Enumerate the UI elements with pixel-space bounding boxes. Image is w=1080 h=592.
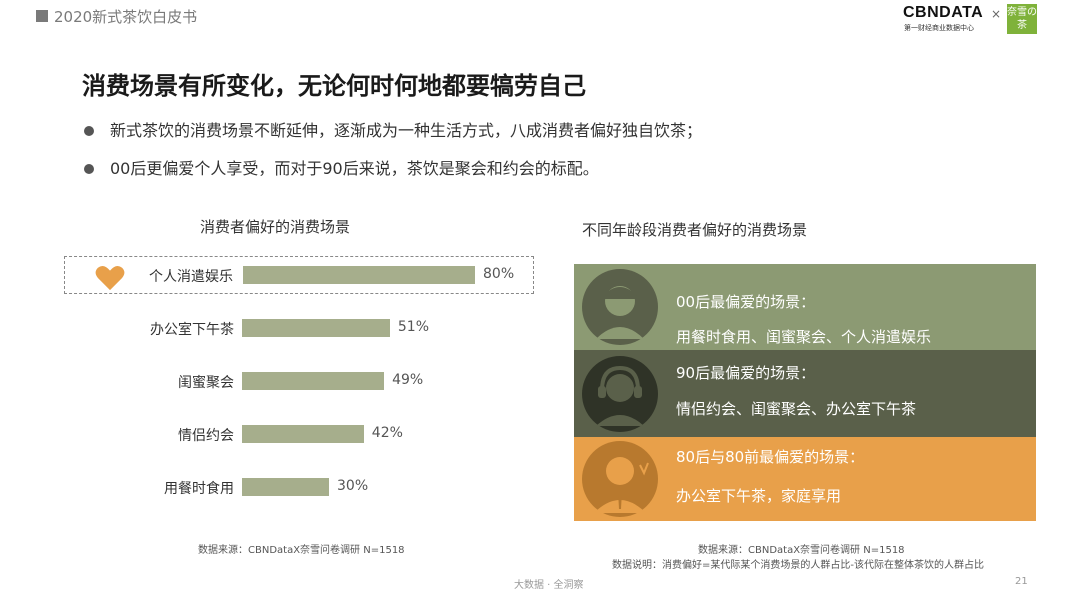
report-title: 2020新式茶饮白皮书 [54, 8, 198, 26]
cbndata-logo: CBNDATA 第一财经商业数据中心 × 奈雪の茶 [903, 4, 1043, 36]
page-number: 21 [1015, 576, 1028, 587]
bar-row: 情侣约会 42% [64, 416, 534, 454]
bar-value-label: 80% [483, 266, 515, 282]
bullet-dot-icon [84, 164, 94, 174]
left-chart-title: 消费者偏好的消费场景 [200, 218, 351, 236]
bullet-list: 新式茶饮的消费场景不断延伸，逐渐成为一种生活方式，八成消费者偏好独自饮茶； 00… [84, 120, 702, 196]
panel-body: 情侣约会、闺蜜聚会、办公室下午茶 [676, 400, 917, 418]
panel-gen-90: 90后最偏爱的场景： 情侣约会、闺蜜聚会、办公室下午茶 [574, 350, 1036, 437]
left-chart-source: 数据来源：CBNDataX奈雪问卷调研 N=1518 [198, 545, 405, 556]
bar-category-label: 个人消遣娱乐 [149, 269, 233, 285]
bar-value-label: 49% [392, 372, 424, 388]
partner-logo: 奈雪の茶 [1007, 4, 1037, 34]
bar-row: 个人消遣娱乐 80% [64, 256, 534, 294]
person-with-headphones-icon [582, 356, 658, 432]
footer-slogan: 大数据 · 全洞察 [514, 580, 584, 591]
panel-title: 00后最偏爱的场景： [676, 293, 816, 311]
logo-tagline: 第一财经商业数据中心 [904, 24, 974, 32]
right-chart-note: 数据说明：消费偏好=某代际某个消费场景的人群占比-该代际在整体茶饮的人群占比 [612, 560, 984, 571]
panel-body: 用餐时食用、闺蜜聚会、个人消遣娱乐 [676, 328, 932, 346]
right-chart-title: 不同年龄段消费者偏好的消费场景 [582, 221, 808, 239]
bar [243, 266, 475, 284]
bar [242, 478, 329, 496]
bar-row: 闺蜜聚会 49% [64, 363, 534, 401]
heart-icon [95, 266, 125, 291]
businessman-icon [582, 441, 658, 517]
bullet-text: 00后更偏爱个人享受，而对于90后来说，茶饮是聚会和约会的标配。 [110, 159, 599, 178]
bar [242, 425, 364, 443]
bar-row: 办公室下午茶 51% [64, 310, 534, 348]
bar [242, 372, 385, 390]
person-with-cap-icon [582, 269, 658, 345]
bar-category-label: 办公室下午茶 [150, 322, 234, 338]
logo-cross: × [991, 7, 1002, 21]
bar-value-label: 42% [371, 425, 403, 441]
bar-category-label: 用餐时食用 [164, 481, 234, 497]
panel-title: 90后最偏爱的场景： [676, 364, 816, 382]
logo-brand: CBNDATA [903, 4, 984, 21]
panel-gen-00: 00后最偏爱的场景： 用餐时食用、闺蜜聚会、个人消遣娱乐 [574, 264, 1036, 350]
bar-value-label: 30% [337, 478, 369, 494]
bullet-dot-icon [84, 126, 94, 136]
right-chart-source: 数据来源：CBNDataX奈雪问卷调研 N=1518 [698, 545, 905, 556]
bar-value-label: 51% [397, 319, 430, 335]
bullet-item: 00后更偏爱个人享受，而对于90后来说，茶饮是聚会和约会的标配。 [84, 158, 702, 180]
bar-category-label: 情侣约会 [178, 428, 234, 444]
panel-body: 办公室下午茶，家庭享用 [676, 487, 842, 505]
header-marker [36, 10, 48, 22]
bar-row: 用餐时食用 30% [64, 469, 534, 507]
bullet-text: 新式茶饮的消费场景不断延伸，逐渐成为一种生活方式，八成消费者偏好独自饮茶； [110, 121, 703, 140]
panel-gen-80: 80后与80前最偏爱的场景： 办公室下午茶，家庭享用 [574, 437, 1036, 521]
bar-category-label: 闺蜜聚会 [178, 375, 234, 391]
panel-title: 80后与80前最偏爱的场景： [676, 448, 865, 466]
page-title: 消费场景有所变化，无论何时何地都要犒劳自己 [82, 72, 586, 100]
bar [242, 319, 390, 337]
bullet-item: 新式茶饮的消费场景不断延伸，逐渐成为一种生活方式，八成消费者偏好独自饮茶； [84, 120, 702, 142]
